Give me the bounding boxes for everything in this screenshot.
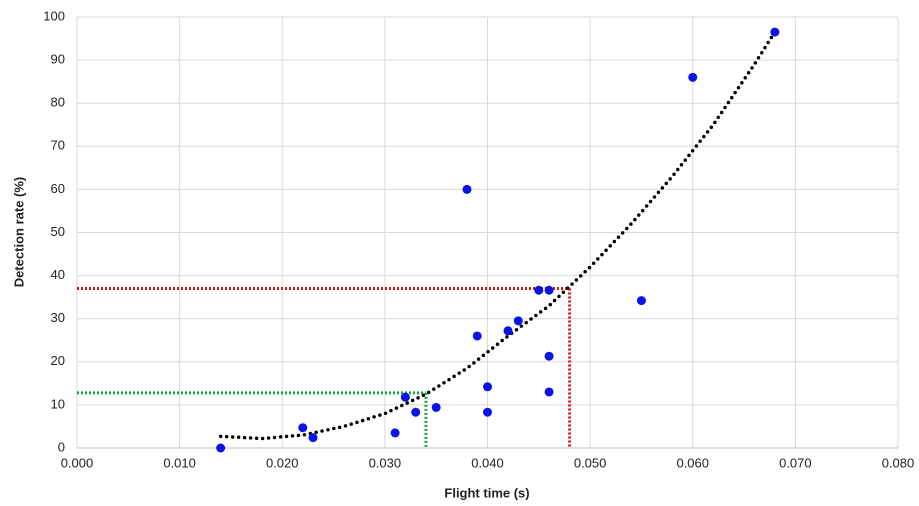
- x-tick-label: 0.030: [369, 455, 402, 470]
- data-point: [544, 387, 554, 397]
- y-tick-label: 20: [51, 353, 65, 368]
- y-tick-label: 70: [51, 138, 65, 153]
- y-tick-label: 40: [51, 267, 65, 282]
- y-tick-label: 10: [51, 396, 65, 411]
- data-point: [431, 402, 441, 412]
- x-tick-label: 0.060: [676, 455, 709, 470]
- data-point: [534, 285, 544, 295]
- data-point: [636, 296, 646, 306]
- y-tick-label: 90: [51, 52, 65, 67]
- data-point: [216, 443, 226, 453]
- y-axis-title: Detection rate (%): [11, 177, 26, 288]
- x-tick-label: 0.040: [471, 455, 504, 470]
- data-point: [462, 184, 472, 194]
- data-point: [688, 72, 698, 82]
- data-point: [308, 433, 318, 443]
- data-point: [472, 331, 482, 341]
- x-tick-label: 0.010: [163, 455, 196, 470]
- x-tick-label: 0.020: [266, 455, 299, 470]
- data-point: [483, 407, 492, 417]
- x-tick-label: 0.070: [779, 455, 812, 470]
- data-point: [400, 392, 410, 402]
- data-point: [483, 382, 492, 392]
- y-tick-label: 50: [51, 224, 65, 239]
- data-point: [544, 285, 554, 295]
- data-point: [503, 326, 513, 336]
- data-point: [770, 27, 780, 37]
- y-tick-label: 0: [58, 439, 65, 454]
- trendline: [218, 30, 777, 441]
- y-tick-label: 80: [51, 95, 65, 110]
- y-tick-label: 60: [51, 181, 65, 196]
- data-point: [390, 428, 400, 438]
- y-tick-label: 30: [51, 310, 65, 325]
- data-point: [298, 423, 308, 433]
- x-tick-label: 0.000: [61, 455, 94, 470]
- y-tick-label: 100: [43, 8, 65, 23]
- data-point: [411, 407, 421, 417]
- x-tick-label: 0.080: [882, 455, 915, 470]
- x-axis-title: Flight time (s): [444, 485, 529, 500]
- x-tick-label: 0.050: [574, 455, 607, 470]
- data-point: [544, 351, 554, 361]
- data-point: [513, 316, 523, 326]
